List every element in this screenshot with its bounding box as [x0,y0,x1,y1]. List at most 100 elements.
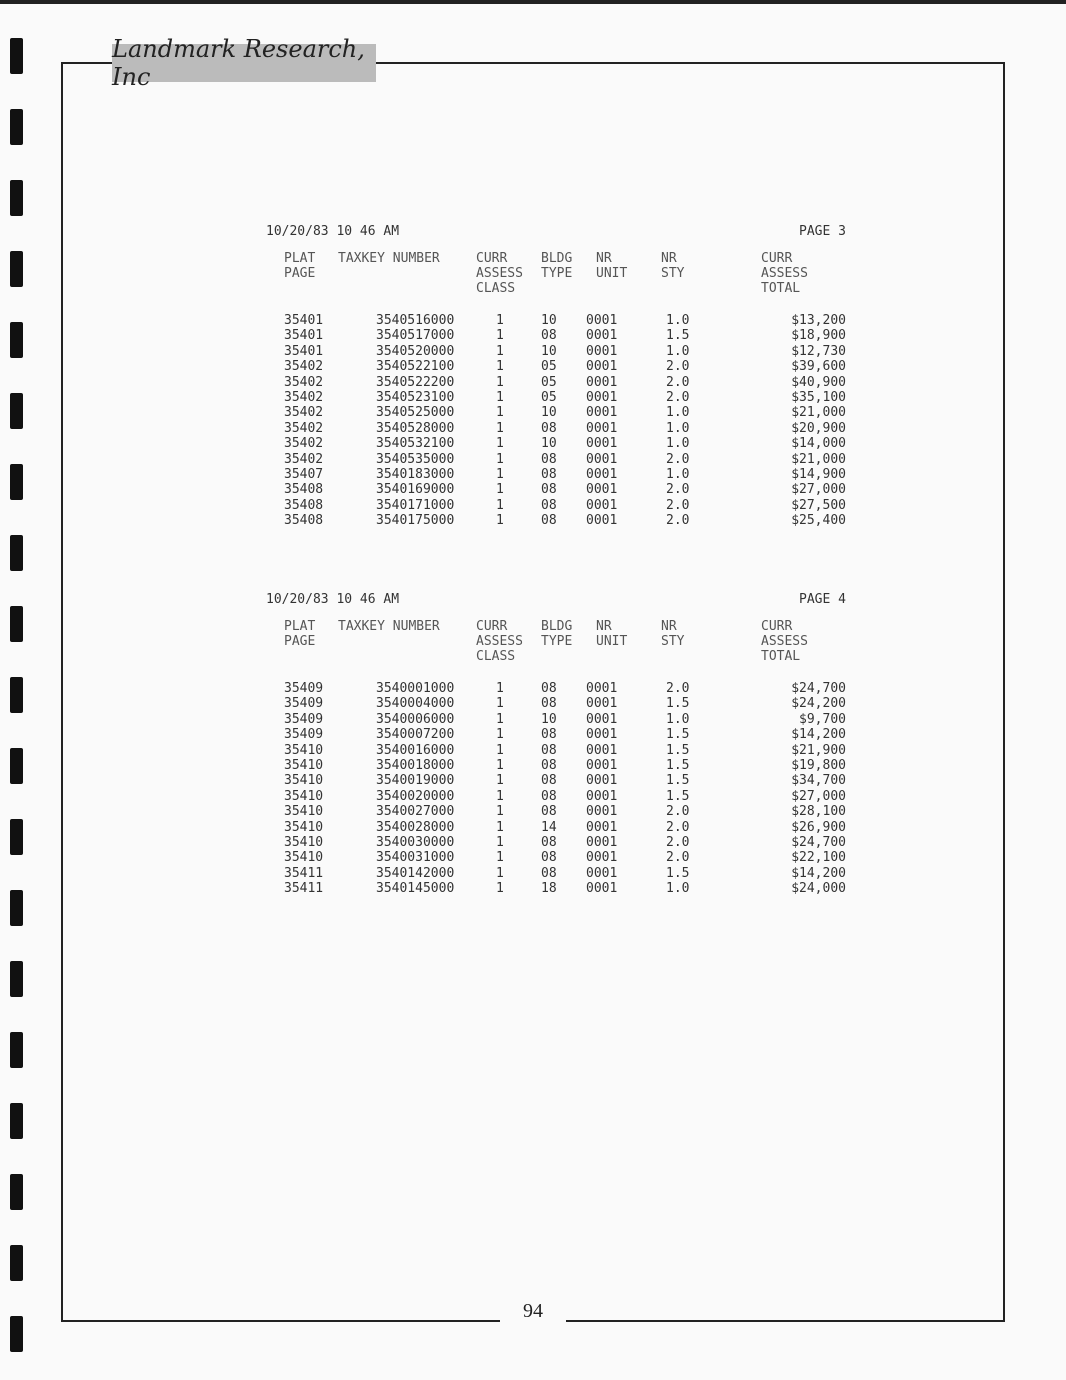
column-header: NR UNIT [596,619,628,649]
table-cell: 1 [496,451,504,467]
table-cell: 35408 [284,497,324,513]
table-cell: $24,000 [791,881,846,897]
table-cell: 3540535000 [376,451,455,467]
column-header: NR STY [661,619,685,649]
table-cell: 1.0 [666,343,690,359]
table-cell: 1 [496,834,504,850]
table-cell: 2.0 [666,834,690,850]
table-cell: 08 [541,451,557,467]
table-cell: 1 [496,343,504,359]
table-cell: 35401 [284,343,324,359]
table-cell: $24,200 [791,696,846,712]
table-row: 35410 3540020000 1 08 0001 1.5 $27,000 [266,789,846,804]
table-cell: 1.5 [666,773,690,789]
binding-hole [10,251,23,287]
table-cell: 2.0 [666,359,690,375]
table-cell: 0001 [586,497,618,513]
table-cell: 35409 [284,711,324,727]
table-cell: 35401 [284,328,324,344]
company-logo: Landmark Research, Inc [112,35,376,91]
binding-hole [10,535,23,571]
column-header: BLDG TYPE [541,619,573,649]
table-cell: 0001 [586,757,618,773]
table-cell: 3540028000 [376,819,455,835]
table-row: 35410 3540028000 1 14 0001 2.0 $26,900 [266,820,846,835]
table-cell: 3540528000 [376,420,455,436]
binding-hole [10,38,23,74]
table-cell: 35410 [284,742,324,758]
table-cell: $14,000 [791,436,846,452]
table-cell: 35402 [284,451,324,467]
table-cell: 3540006000 [376,711,455,727]
table-cell: 2.0 [666,681,690,696]
binding-hole [10,606,23,642]
column-header: CURR ASSESS CLASS [476,251,523,296]
table-cell: 14 [541,819,557,835]
table-cell: 1.0 [666,436,690,452]
table-cell: 1 [496,389,504,405]
table-cell: $35,100 [791,389,846,405]
table-cell: 3540019000 [376,773,455,789]
table-cell: 1 [496,788,504,804]
table-cell: 08 [541,742,557,758]
table-cell: 08 [541,328,557,344]
table-cell: 1.5 [666,788,690,804]
table-cell: 08 [541,850,557,866]
table-cell: 3540525000 [376,405,455,421]
table-cell: 08 [541,757,557,773]
binding-hole [10,393,23,429]
table-row: 35408 3540169000 1 08 0001 2.0 $27,000 [266,482,846,497]
table-cell: 3540027000 [376,804,455,820]
table-cell: 35409 [284,727,324,743]
table-row: 35401 3540520000 1 10 0001 1.0 $12,730 [266,344,846,359]
report-datetime: 10/20/83 10 46 AM [266,592,400,607]
table-cell: $27,500 [791,497,846,513]
column-header: CURR ASSESS CLASS [476,619,523,664]
table-row: 35409 3540001000 1 08 0001 2.0 $24,700 [266,681,846,696]
table-cell: 1 [496,436,504,452]
binding-hole [10,819,23,855]
table-cell: 08 [541,420,557,436]
table-cell: 35402 [284,359,324,375]
table-cell: 35408 [284,513,324,529]
table-cell: 0001 [586,513,618,529]
scan-edge [0,0,1066,4]
table-row: 35410 3540031000 1 08 0001 2.0 $22,100 [266,850,846,865]
table-cell: 1 [496,313,504,328]
table-cell: 0001 [586,359,618,375]
table-cell: 10 [541,343,557,359]
column-header: NR UNIT [596,251,628,281]
binding-hole [10,677,23,713]
column-header: CURR ASSESS TOTAL [761,619,808,664]
binding-hole [10,109,23,145]
binding-hole [10,1032,23,1068]
table-cell: 0001 [586,865,618,881]
table-cell: $25,400 [791,513,846,529]
table-cell: 2.0 [666,451,690,467]
table-cell: 35410 [284,788,324,804]
table-cell: 3540018000 [376,757,455,773]
table-cell: 1.5 [666,742,690,758]
table-row: 35410 3540016000 1 08 0001 1.5 $21,900 [266,743,846,758]
report-page: PAGE 4 [799,592,846,607]
table-cell: $21,000 [791,451,846,467]
table-cell: 3540522200 [376,374,455,390]
table-cell: 35402 [284,374,324,390]
table-cell: 35411 [284,865,324,881]
column-header: CURR ASSESS TOTAL [761,251,808,296]
table-cell: 35401 [284,313,324,328]
table-cell: 08 [541,681,557,696]
table-cell: 3540142000 [376,865,455,881]
table-cell: 0001 [586,881,618,897]
table-cell: 1 [496,757,504,773]
table-row: 35402 3540535000 1 08 0001 2.0 $21,000 [266,452,846,467]
table-cell: 3540523100 [376,389,455,405]
table-cell: 35402 [284,436,324,452]
table-cell: $14,900 [791,466,846,482]
table-cell: 35402 [284,420,324,436]
table-cell: 3540007200 [376,727,455,743]
table-cell: 0001 [586,834,618,850]
table-row: 35402 3540522200 1 05 0001 2.0 $40,900 [266,375,846,390]
table-cell: $40,900 [791,374,846,390]
table-cell: 0001 [586,420,618,436]
